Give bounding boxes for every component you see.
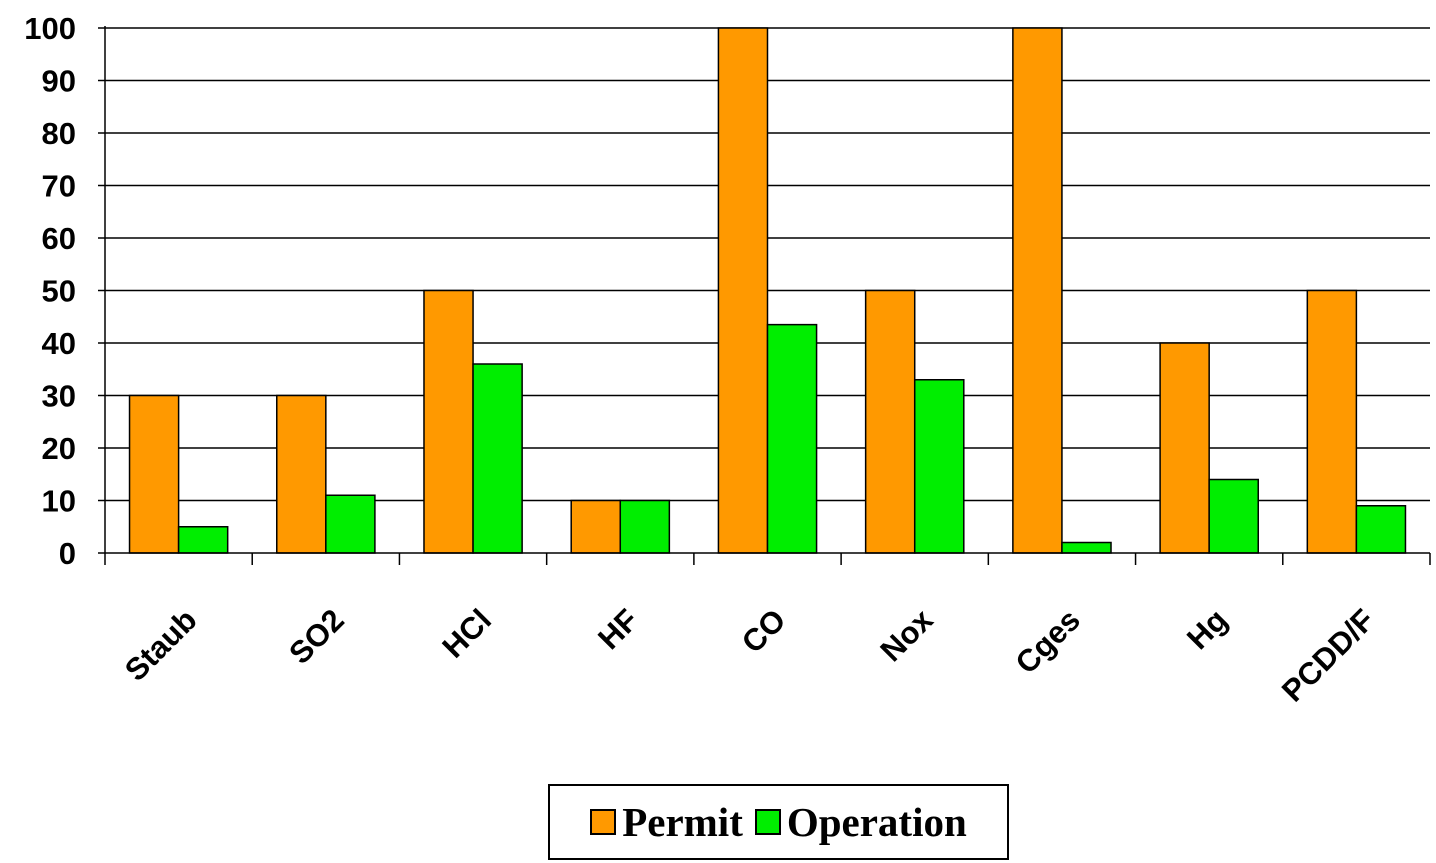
bar-operation-hf: [619, 499, 671, 554]
y-tick-label: 100: [24, 11, 76, 46]
bar-permit-co: [717, 27, 769, 554]
bar-permit-staub: [128, 394, 180, 554]
bar-permit-hf: [570, 499, 622, 554]
y-tick-label: 90: [42, 64, 76, 99]
axes: [104, 26, 1430, 554]
bar-operation-hcl: [472, 363, 523, 554]
y-tick-label: 70: [42, 169, 76, 204]
legend-item-permit: Permit: [590, 798, 743, 845]
y-tick-label: 30: [42, 379, 76, 414]
legend-label-permit: Permit: [622, 798, 743, 845]
bar-operation-nox: [913, 379, 965, 554]
y-tick-label: 60: [42, 221, 76, 256]
y-tick-label: 20: [42, 431, 76, 466]
bar-permit-so2: [276, 394, 327, 554]
y-tick-label: 40: [42, 326, 76, 361]
x-axis-ticks: Staub SO2 HCl HF CO Nox Cges Hg PCDD/F: [104, 553, 1431, 709]
legend: Permit Operation: [548, 784, 1009, 860]
legend-label-operation: Operation: [786, 798, 967, 845]
bar-operation-staub: [177, 526, 229, 554]
bar-operation-co: [766, 323, 818, 554]
x-tick-label: Cges: [1009, 602, 1087, 680]
bar-permit-hcl: [423, 289, 474, 554]
legend-swatch-permit: [590, 809, 617, 835]
x-tick-label: PCDD/F: [1275, 602, 1381, 708]
bar-operation-hg: [1208, 478, 1259, 554]
x-tick-label: SO2: [282, 602, 351, 671]
x-tick-label: Staub: [118, 602, 204, 688]
x-tick-label: Nox: [874, 602, 941, 669]
bar-operation-cges: [1061, 541, 1112, 554]
bar-permit-hg: [1159, 342, 1210, 554]
y-tick-label: 50: [42, 274, 76, 309]
bar-permit-nox: [864, 289, 916, 554]
bars: [128, 27, 1407, 554]
legend-swatch-operation: [754, 809, 781, 835]
legend-item-operation: Operation: [754, 798, 967, 845]
x-tick-label: Hg: [1180, 602, 1234, 656]
y-axis-ticks: 0 10 20 30 40 50 60 70 80 90 100: [24, 11, 105, 571]
x-tick-label: CO: [735, 602, 793, 660]
y-tick-label: 80: [42, 116, 76, 151]
bar-permit-pcddf: [1306, 289, 1358, 554]
bar-operation-pcddf: [1355, 505, 1407, 554]
bar-operation-so2: [325, 494, 376, 554]
y-tick-label: 0: [59, 536, 76, 571]
y-tick-label: 10: [42, 484, 76, 519]
bar-permit-cges: [1012, 27, 1063, 554]
x-tick-label: HF: [591, 602, 645, 656]
x-tick-label: HCl: [436, 602, 499, 665]
